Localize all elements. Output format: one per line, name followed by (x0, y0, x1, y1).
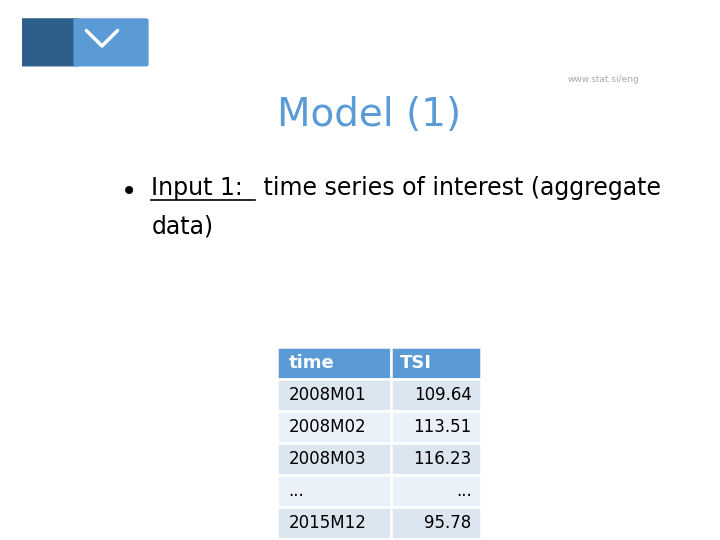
Text: 2008M03: 2008M03 (288, 450, 366, 468)
Bar (391, 475, 481, 507)
Bar (391, 443, 481, 475)
Bar (277, 347, 391, 379)
FancyBboxPatch shape (73, 18, 148, 66)
Bar (391, 347, 481, 379)
Bar (277, 443, 391, 475)
Text: •: • (121, 178, 137, 206)
Bar (277, 507, 391, 539)
Text: 113.51: 113.51 (413, 418, 472, 436)
Text: Input 1:: Input 1: (151, 176, 243, 200)
Text: 2008M02: 2008M02 (288, 418, 366, 436)
Text: www.stat.si/eng: www.stat.si/eng (568, 75, 639, 84)
Text: ...: ... (456, 482, 472, 500)
Bar (391, 411, 481, 443)
Text: time series of interest (aggregate: time series of interest (aggregate (256, 176, 661, 200)
Text: TSI: TSI (400, 354, 432, 372)
Text: 116.23: 116.23 (413, 450, 472, 468)
Text: 2015M12: 2015M12 (288, 514, 366, 532)
Text: 2008M01: 2008M01 (288, 386, 366, 404)
Bar (277, 475, 391, 507)
Text: Model (1): Model (1) (277, 96, 461, 134)
Text: time: time (288, 354, 334, 372)
Text: ...: ... (288, 482, 304, 500)
Bar (277, 379, 391, 411)
Bar (277, 411, 391, 443)
Text: 109.64: 109.64 (414, 386, 472, 404)
Bar (391, 379, 481, 411)
Bar (391, 507, 481, 539)
Text: data): data) (151, 215, 214, 239)
FancyBboxPatch shape (18, 18, 80, 66)
Text: 95.78: 95.78 (424, 514, 472, 532)
